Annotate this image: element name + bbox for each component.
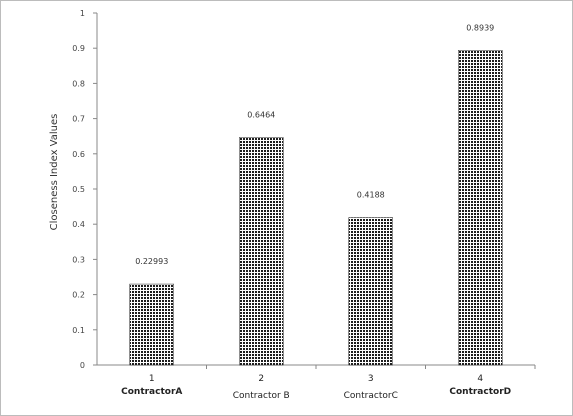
bar-3 xyxy=(348,217,393,366)
y-tick-label: 0.1 xyxy=(72,326,85,335)
y-tick-label: 0.3 xyxy=(72,255,85,264)
y-tick-label: 0.7 xyxy=(72,115,85,124)
bar-1 xyxy=(129,283,174,366)
y-tick-label: 0.8 xyxy=(72,79,85,88)
y-tick-label: 0.2 xyxy=(72,291,85,300)
x-tick-label: 1 xyxy=(149,374,155,384)
category-name-label: Contractor B xyxy=(233,391,290,401)
y-tick-label: 0.9 xyxy=(72,44,85,53)
y-axis-label: Closeness Index Values xyxy=(49,114,60,231)
y-tick-label: 0.5 xyxy=(72,185,85,194)
category-name-label: ContractorA xyxy=(121,387,182,397)
bar-2 xyxy=(239,137,284,366)
y-tick-label: 0 xyxy=(80,361,85,370)
bar-value-label: 0.4188 xyxy=(357,191,385,200)
bar-value-label: 0.8939 xyxy=(466,23,494,32)
category-name-label: ContractorD xyxy=(449,387,511,397)
bar-value-label: 0.22993 xyxy=(135,257,168,266)
y-tick-label: 0.6 xyxy=(72,150,85,159)
y-tick-label: 1 xyxy=(80,9,85,18)
category-name-label: ContractorC xyxy=(344,391,398,401)
x-tick-label: 3 xyxy=(368,374,374,384)
bar-4 xyxy=(458,50,503,366)
bar-value-label: 0.6464 xyxy=(247,110,275,119)
x-tick-label: 2 xyxy=(258,374,264,384)
x-tick-label: 4 xyxy=(477,374,483,384)
y-tick-label: 0.4 xyxy=(72,220,85,229)
